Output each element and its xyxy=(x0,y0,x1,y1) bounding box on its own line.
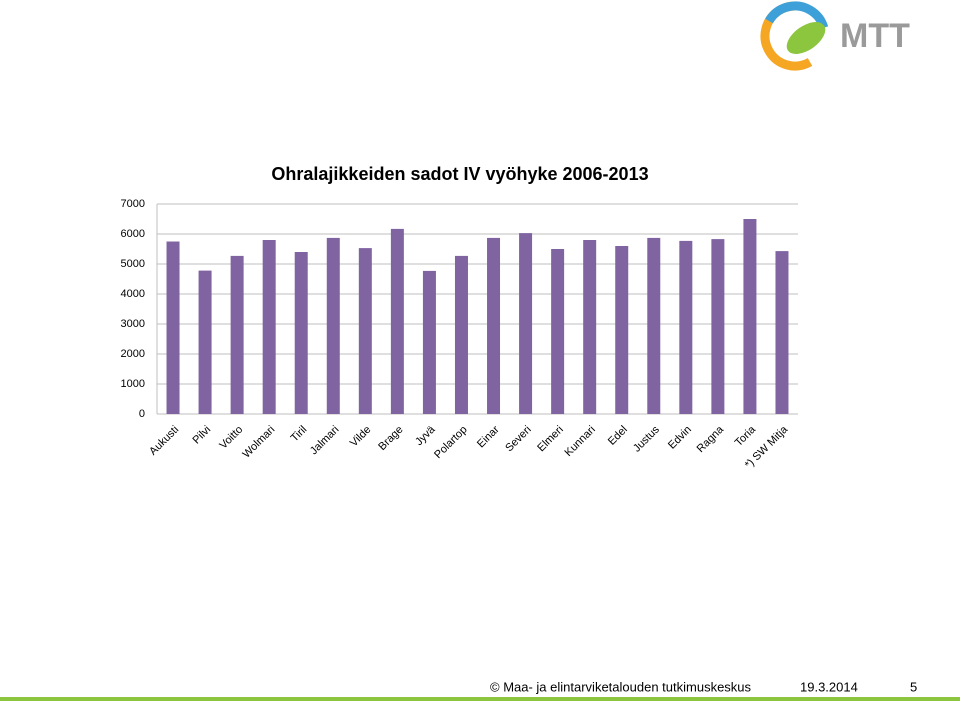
x-tick-label: Toria xyxy=(733,423,759,449)
bar xyxy=(166,241,180,414)
bar xyxy=(326,237,340,414)
bar xyxy=(230,255,244,414)
x-tick-label: Jyvä xyxy=(413,423,438,448)
footer-page: 5 xyxy=(910,679,917,694)
x-tick-label: Einar xyxy=(475,423,502,450)
bar xyxy=(775,251,789,414)
x-tick-label: Edel xyxy=(606,424,630,448)
x-tick-label: Voitto xyxy=(217,424,245,452)
x-tick-label: Tiril xyxy=(289,424,310,445)
y-tick-label: 7000 xyxy=(121,198,145,210)
bar xyxy=(743,219,757,414)
bar xyxy=(422,270,436,414)
y-tick-label: 5000 xyxy=(121,258,145,270)
footer-copyright: © Maa- ja elintarviketalouden tutkimuske… xyxy=(490,679,752,694)
bar xyxy=(454,255,468,414)
logo: MTT xyxy=(760,1,910,71)
bar xyxy=(711,239,725,414)
bar xyxy=(294,252,308,414)
bar xyxy=(583,240,597,414)
bar xyxy=(358,248,372,414)
x-tick-label: Jalmari xyxy=(308,424,342,458)
bar xyxy=(551,249,565,414)
bar xyxy=(262,240,276,414)
y-tick-label: 6000 xyxy=(121,228,145,240)
x-tick-label: Elmeri xyxy=(535,424,566,455)
x-tick-label: Edvin xyxy=(666,424,694,452)
bar xyxy=(647,237,661,414)
x-tick-label: Brage xyxy=(376,424,405,453)
chart-title: Ohralajikkeiden sadot IV vyöhyke 2006-20… xyxy=(271,164,648,184)
x-tick-label: Aukusti xyxy=(147,424,181,458)
y-tick-label: 0 xyxy=(139,408,145,420)
logo-text: MTT xyxy=(840,17,910,55)
x-tick-label: Polartop xyxy=(432,424,469,461)
x-tick-label: Justus xyxy=(631,423,662,454)
x-tick-label: Wolmari xyxy=(240,424,277,461)
bar xyxy=(679,240,693,414)
x-tick-label: Severi xyxy=(503,424,534,455)
y-tick-label: 4000 xyxy=(121,288,145,300)
footer-date: 19.3.2014 xyxy=(800,679,858,694)
bar xyxy=(198,270,212,414)
x-tick-label: Ragna xyxy=(695,423,727,455)
x-tick-label: Pilvi xyxy=(191,424,214,447)
bar xyxy=(487,237,501,414)
bar xyxy=(615,246,629,414)
y-tick-label: 1000 xyxy=(121,378,145,390)
bar xyxy=(390,228,404,414)
logo-leaf xyxy=(786,22,826,54)
y-tick-label: 3000 xyxy=(121,318,145,330)
bar xyxy=(519,233,533,414)
x-tick-label: Kunnari xyxy=(563,424,598,459)
y-tick-label: 2000 xyxy=(121,348,145,360)
x-tick-label: Vilde xyxy=(348,424,374,450)
